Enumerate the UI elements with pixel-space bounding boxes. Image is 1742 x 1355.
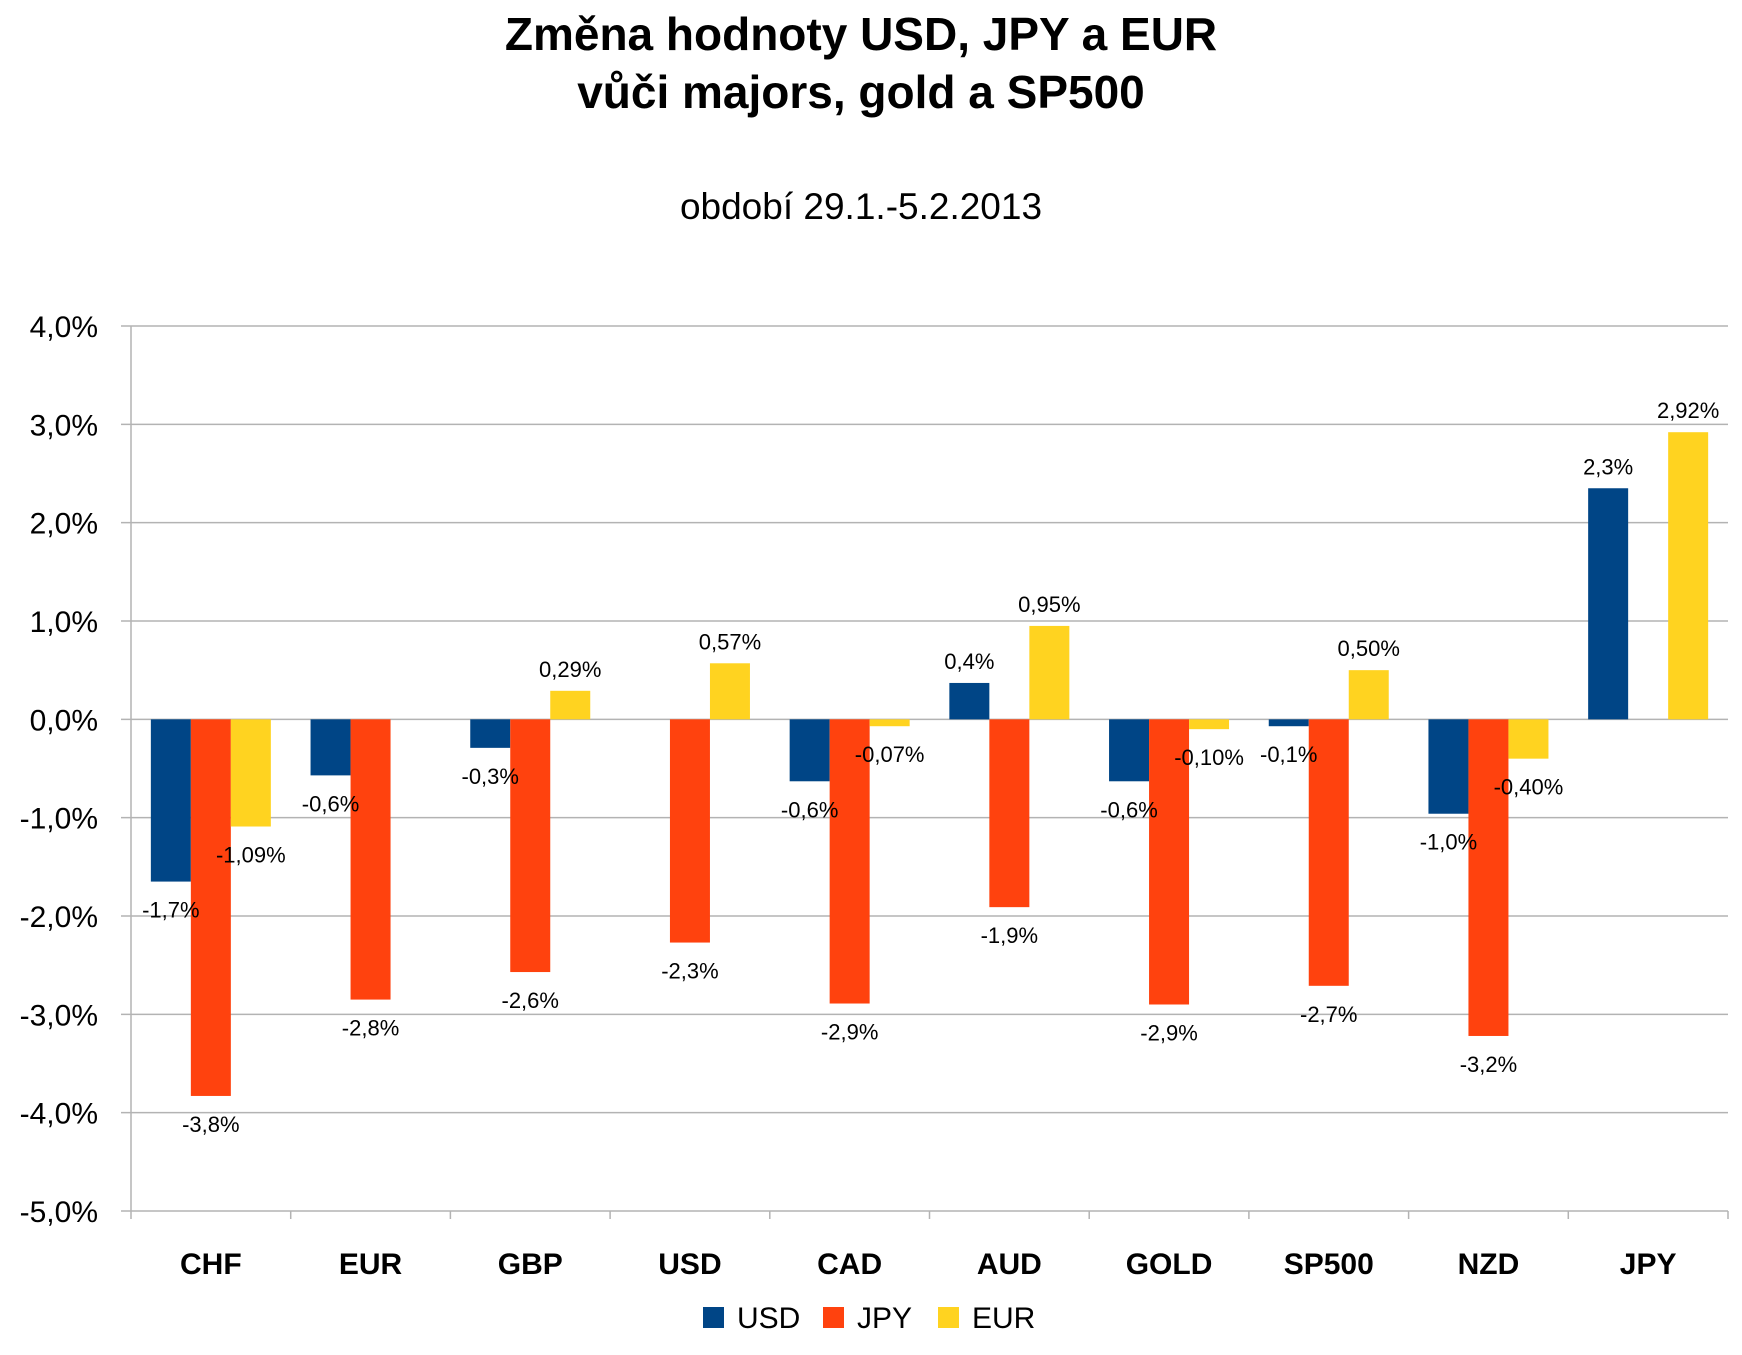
y-tick-label: -4,0% — [20, 1098, 98, 1131]
y-tick-label: -5,0% — [20, 1196, 98, 1229]
data-label: -1,7% — [142, 898, 199, 923]
data-label: -1,9% — [981, 923, 1038, 948]
x-tick-label: SP500 — [1284, 1248, 1374, 1281]
data-label: -3,8% — [182, 1112, 239, 1137]
y-tick-label: -2,0% — [20, 901, 98, 934]
data-label: -0,1% — [1260, 742, 1317, 767]
bar-jpy — [190, 719, 231, 1096]
bar-jpy — [829, 719, 870, 1004]
data-label: -1,09% — [216, 843, 286, 868]
bar-jpy — [1468, 719, 1509, 1036]
bar-jpy — [350, 719, 391, 1000]
x-tick-label: USD — [658, 1248, 721, 1281]
y-tick-label: -1,0% — [20, 803, 98, 836]
bar-jpy — [1308, 719, 1349, 986]
x-tick-label: CHF — [180, 1248, 242, 1281]
legend-swatch-eur — [938, 1307, 959, 1328]
bar-usd — [1268, 719, 1309, 727]
legend-label-eur: EUR — [972, 1302, 1035, 1335]
data-label: -2,9% — [1140, 1021, 1197, 1046]
bar-usd — [1588, 488, 1629, 720]
data-label: -2,8% — [342, 1016, 399, 1041]
x-tick-label: JPY — [1620, 1248, 1677, 1281]
data-label: -0,6% — [781, 797, 838, 822]
bar-jpy — [510, 719, 551, 973]
data-label: -0,6% — [302, 791, 359, 816]
chart-subtitle: období 29.1.-5.2.2013 — [680, 186, 1042, 227]
data-label: -0,07% — [855, 742, 925, 767]
legend-label-jpy: JPY — [857, 1302, 912, 1335]
bar-eur — [230, 719, 271, 827]
bar-eur — [1508, 719, 1549, 759]
legend: USD JPY EUR — [703, 1302, 1035, 1335]
bar-eur — [1348, 670, 1389, 720]
y-tick-label: 1,0% — [30, 606, 98, 639]
data-label: 2,92% — [1657, 398, 1719, 423]
bars — [150, 432, 1709, 1096]
data-label: -2,7% — [1300, 1002, 1357, 1027]
bar-eur — [1668, 432, 1709, 720]
chart-title-line-1: Změna hodnoty USD, JPY a EUR — [505, 8, 1217, 60]
data-label: -3,2% — [1460, 1052, 1517, 1077]
y-tick-label: -3,0% — [20, 999, 98, 1032]
y-tick-label: 2,0% — [30, 508, 98, 541]
data-label: -1,0% — [1420, 830, 1477, 855]
bar-usd — [949, 682, 990, 720]
data-label: -0,3% — [462, 764, 519, 789]
data-label: -2,6% — [502, 988, 559, 1013]
bar-eur — [550, 690, 591, 720]
bar-eur — [869, 719, 910, 727]
x-tick-label: AUD — [977, 1248, 1042, 1281]
data-label: 0,57% — [699, 629, 761, 654]
bar-usd — [470, 719, 511, 748]
bar-eur — [709, 663, 750, 720]
data-label: -2,3% — [661, 959, 718, 984]
legend-swatch-jpy — [823, 1307, 844, 1328]
bar-usd — [789, 719, 830, 782]
data-label: 2,3% — [1583, 454, 1633, 479]
bar-usd — [1428, 719, 1469, 814]
bar-jpy — [989, 719, 1030, 908]
data-label: 0,4% — [944, 649, 994, 674]
y-tick-label: 4,0% — [30, 311, 98, 344]
x-tick-label: GBP — [498, 1248, 563, 1281]
legend-label-usd: USD — [737, 1302, 800, 1335]
data-label: -0,40% — [1494, 775, 1564, 800]
bar-usd — [1109, 719, 1150, 782]
x-tick-label: CAD — [817, 1248, 882, 1281]
y-tick-label: 0,0% — [30, 704, 98, 737]
legend-swatch-usd — [703, 1307, 724, 1328]
data-label: 0,29% — [539, 657, 601, 682]
data-labels: -1,7% -3,8% -1,09% -0,6% -2,8% -0,3% -2,6% 0,29… — [142, 398, 1719, 1137]
bar-eur — [1189, 719, 1230, 730]
bar-usd — [150, 719, 191, 882]
x-axis-ticks: CHF EUR GBP USD CAD AUD GOLD SP500 NZD JPY — [180, 1248, 1676, 1281]
bar-eur — [1029, 625, 1070, 720]
data-label: 0,95% — [1018, 592, 1080, 617]
x-tick-label: EUR — [339, 1248, 403, 1281]
data-label: -0,10% — [1174, 745, 1244, 770]
data-label: -0,6% — [1100, 797, 1157, 822]
bar-usd — [310, 719, 351, 776]
x-tick-label: NZD — [1458, 1248, 1520, 1281]
y-axis-ticks: 4,0% 3,0% 2,0% 1,0% 0,0% -1,0% -2,0% -3,0% -4,0%… — [20, 311, 98, 1229]
x-tick-label: GOLD — [1126, 1248, 1213, 1281]
data-label: 0,50% — [1338, 636, 1400, 661]
y-tick-label: 3,0% — [30, 409, 98, 442]
data-label: -2,9% — [821, 1020, 878, 1045]
chart-title-line-2: vůči majors, gold a SP500 — [577, 66, 1145, 118]
bar-jpy — [1149, 719, 1190, 1005]
bar-jpy — [669, 719, 710, 943]
